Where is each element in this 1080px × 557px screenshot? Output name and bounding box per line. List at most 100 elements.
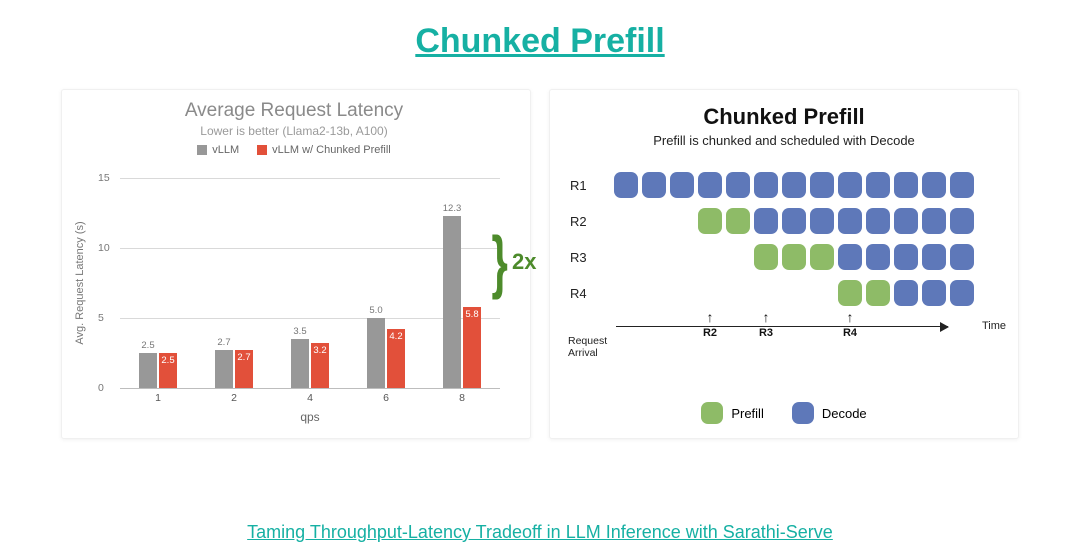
schedule-spacer <box>754 280 778 306</box>
chart-ylabel: Avg. Request Latency (s) <box>74 221 86 344</box>
decode-cell <box>950 280 974 306</box>
chart-bar-value: 12.3 <box>443 203 462 214</box>
schedule-row-cells <box>614 280 974 306</box>
schedule-spacer <box>614 244 638 270</box>
timeline-axis <box>616 326 948 327</box>
legend-label: Decode <box>822 406 867 421</box>
chart-gridline <box>120 178 500 179</box>
prefill-cell <box>726 208 750 234</box>
chart-legend: vLLM vLLM w/ Chunked Prefill <box>72 144 516 156</box>
schedule-row-label: R4 <box>570 286 614 301</box>
legend-label: Prefill <box>731 406 764 421</box>
chart-ytick-label: 0 <box>98 382 104 394</box>
legend-label: vLLM <box>212 144 239 156</box>
legend-swatch <box>257 145 267 155</box>
decode-cell <box>838 172 862 198</box>
decode-cell <box>698 172 722 198</box>
decode-cell <box>866 208 890 234</box>
chart-subtitle: Lower is better (Llama2-13b, A100) <box>72 124 516 138</box>
decode-cell <box>922 244 946 270</box>
prefill-cell <box>810 244 834 270</box>
decode-cell <box>670 172 694 198</box>
chart-bar: 3.2 <box>311 343 329 388</box>
schedule-spacer <box>698 280 722 306</box>
decode-cell <box>810 208 834 234</box>
decode-cell <box>922 172 946 198</box>
decode-cell <box>782 208 806 234</box>
diagram-legend-item: Prefill <box>701 402 764 424</box>
decode-cell <box>642 172 666 198</box>
decode-cell <box>838 244 862 270</box>
chart-bar-group: 2.72.7 <box>215 350 253 388</box>
footer-link[interactable]: Taming Throughput-Latency Tradeoff in LL… <box>0 522 1080 543</box>
chart-xtick-label: 2 <box>231 392 237 404</box>
diagram-legend: Prefill Decode <box>550 402 1018 424</box>
arrival-marker: ↑R2 <box>703 312 717 339</box>
chart-xtick-label: 4 <box>307 392 313 404</box>
chart-ytick-label: 5 <box>98 312 104 324</box>
schedule-spacer <box>670 280 694 306</box>
chart-ytick-label: 15 <box>98 172 110 184</box>
prefill-cell <box>754 244 778 270</box>
chart-bar-value: 3.2 <box>313 345 326 356</box>
chart-xtick-label: 6 <box>383 392 389 404</box>
chart-plot-area: Avg. Request Latency (s) qps 0510152.52.… <box>120 178 500 388</box>
decode-cell <box>614 172 638 198</box>
chart-bar-group: 12.35.8 <box>443 216 481 388</box>
decode-cell <box>810 172 834 198</box>
chart-bar-value: 4.2 <box>389 331 402 342</box>
chart-callout-text: 2x <box>512 249 536 275</box>
legend-label: vLLM w/ Chunked Prefill <box>272 144 391 156</box>
chart-gridline <box>120 388 500 389</box>
chart-bar-value: 2.5 <box>141 340 154 351</box>
chart-ytick-label: 10 <box>98 242 110 254</box>
decode-cell <box>894 172 918 198</box>
legend-swatch <box>792 402 814 424</box>
chart-bar-value: 2.5 <box>161 355 174 366</box>
chart-bar: 12.3 <box>443 216 461 388</box>
schedule-row-cells <box>614 244 974 270</box>
schedule-diagram-panel: Chunked Prefill Prefill is chunked and s… <box>549 89 1019 439</box>
chart-bar: 2.7 <box>215 350 233 388</box>
schedule-spacer <box>642 280 666 306</box>
schedule-row: R4 <box>570 278 998 308</box>
decode-cell <box>866 172 890 198</box>
arrival-marker: ↑R3 <box>759 312 773 339</box>
chart-legend-item: vLLM <box>197 144 239 156</box>
prefill-cell <box>698 208 722 234</box>
decode-cell <box>894 208 918 234</box>
arrival-label: R2 <box>703 327 717 339</box>
chart-callout-brace: } <box>491 221 507 301</box>
panels: Average Request Latency Lower is better … <box>0 71 1080 439</box>
chart-bar-value: 2.7 <box>217 337 230 348</box>
prefill-cell <box>866 280 890 306</box>
diagram-title: Chunked Prefill <box>566 104 1002 130</box>
arrival-label: R3 <box>759 327 773 339</box>
legend-swatch <box>701 402 723 424</box>
arrival-arrow-icon: ↑ <box>843 312 857 323</box>
schedule-grid: R1R2R3R4 <box>570 170 998 314</box>
chart-legend-item: vLLM w/ Chunked Prefill <box>257 144 391 156</box>
chart-bar: 2.5 <box>159 353 177 388</box>
chart-xtick-label: 8 <box>459 392 465 404</box>
schedule-spacer <box>642 244 666 270</box>
decode-cell <box>754 172 778 198</box>
schedule-spacer <box>726 244 750 270</box>
arrival-marker: ↑R4 <box>843 312 857 339</box>
decode-cell <box>894 280 918 306</box>
chart-bar: 2.5 <box>139 353 157 388</box>
decode-cell <box>782 172 806 198</box>
chart-bar: 4.2 <box>387 329 405 388</box>
schedule-row: R1 <box>570 170 998 200</box>
schedule-row-label: R3 <box>570 250 614 265</box>
chart-xlabel: qps <box>300 410 319 424</box>
prefill-cell <box>782 244 806 270</box>
latency-chart-panel: Average Request Latency Lower is better … <box>61 89 531 439</box>
chart-title: Average Request Latency <box>72 100 516 122</box>
schedule-spacer <box>642 208 666 234</box>
chart-bar: 5.0 <box>367 318 385 388</box>
decode-cell <box>922 280 946 306</box>
chart-bar-value: 5.0 <box>369 305 382 316</box>
diagram-subtitle: Prefill is chunked and scheduled with De… <box>566 133 1002 148</box>
decode-cell <box>726 172 750 198</box>
